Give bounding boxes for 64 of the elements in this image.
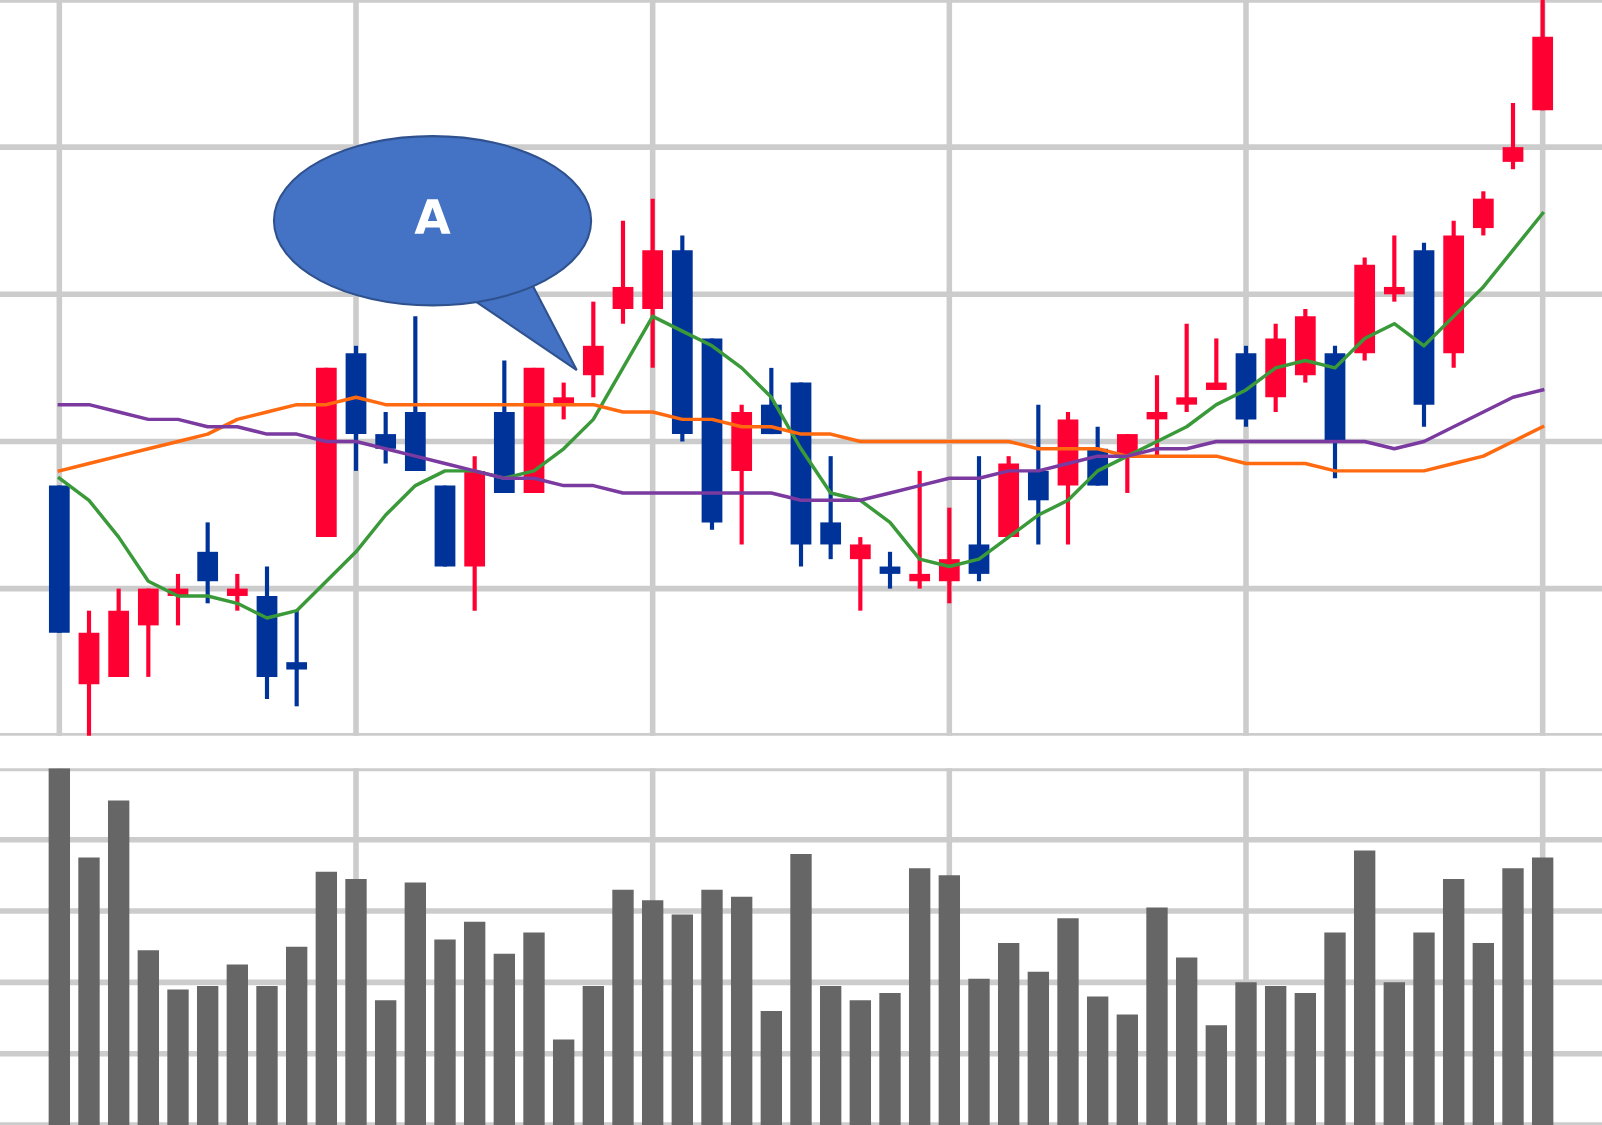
- bar: [582, 985, 605, 1125]
- annotation: A: [414, 199, 451, 234]
- bar: [285, 946, 308, 1125]
- bar: [1175, 957, 1198, 1125]
- bar: [1413, 932, 1435, 1125]
- bar: [1324, 932, 1346, 1125]
- bar: [908, 868, 931, 1125]
- bar: [819, 985, 842, 1125]
- bar: [1472, 943, 1495, 1125]
- bar: [1294, 993, 1317, 1125]
- bar: [196, 985, 219, 1125]
- bar: [1027, 971, 1050, 1125]
- bar: [434, 939, 456, 1125]
- candlestick: [286, 610, 308, 707]
- bar: [1086, 996, 1109, 1125]
- bar: [701, 889, 723, 1125]
- bar: [1353, 850, 1376, 1125]
- bar: [790, 853, 812, 1125]
- bar: [612, 889, 634, 1125]
- bar: [1205, 1025, 1228, 1125]
- bar: [1264, 985, 1287, 1125]
- candlestick: [1205, 338, 1227, 390]
- bar: [78, 857, 100, 1125]
- candlestick: [612, 220, 634, 324]
- candlestick: [909, 470, 931, 589]
- bar: [1057, 918, 1079, 1125]
- bar: [1383, 982, 1406, 1125]
- bar: [404, 882, 427, 1125]
- candlestick: [879, 551, 901, 589]
- bar: [671, 914, 694, 1125]
- bar: [1531, 857, 1554, 1125]
- candlestick: [1146, 375, 1168, 457]
- bar: [345, 878, 367, 1125]
- bar: [137, 950, 160, 1125]
- bar: [879, 993, 901, 1125]
- bar: [552, 1039, 575, 1125]
- bar: [107, 800, 130, 1125]
- bar: [849, 1000, 872, 1125]
- bar: [641, 900, 664, 1125]
- bar: [48, 768, 71, 1125]
- bar: [1116, 1014, 1139, 1125]
- bar: [1235, 982, 1257, 1125]
- bar: [374, 1000, 397, 1125]
- candlestick: [849, 537, 871, 611]
- candlestick: [226, 573, 248, 611]
- bar: [968, 978, 990, 1125]
- bar: [463, 921, 486, 1125]
- bar: [493, 953, 516, 1125]
- candlestick: [1176, 323, 1198, 413]
- bar: [938, 875, 961, 1125]
- bar: [256, 985, 278, 1125]
- candlestick: [1383, 235, 1405, 302]
- bar: [730, 896, 753, 1125]
- bar: [523, 932, 545, 1125]
- candlestick: [820, 456, 842, 560]
- bar: [167, 989, 189, 1125]
- bar: [997, 943, 1020, 1125]
- bar: [315, 871, 338, 1125]
- bar: [1502, 868, 1524, 1125]
- bar: [1442, 878, 1465, 1125]
- candlestick: [1502, 103, 1524, 170]
- bar: [760, 1010, 783, 1125]
- bar: [226, 964, 249, 1125]
- bar: [1146, 907, 1168, 1125]
